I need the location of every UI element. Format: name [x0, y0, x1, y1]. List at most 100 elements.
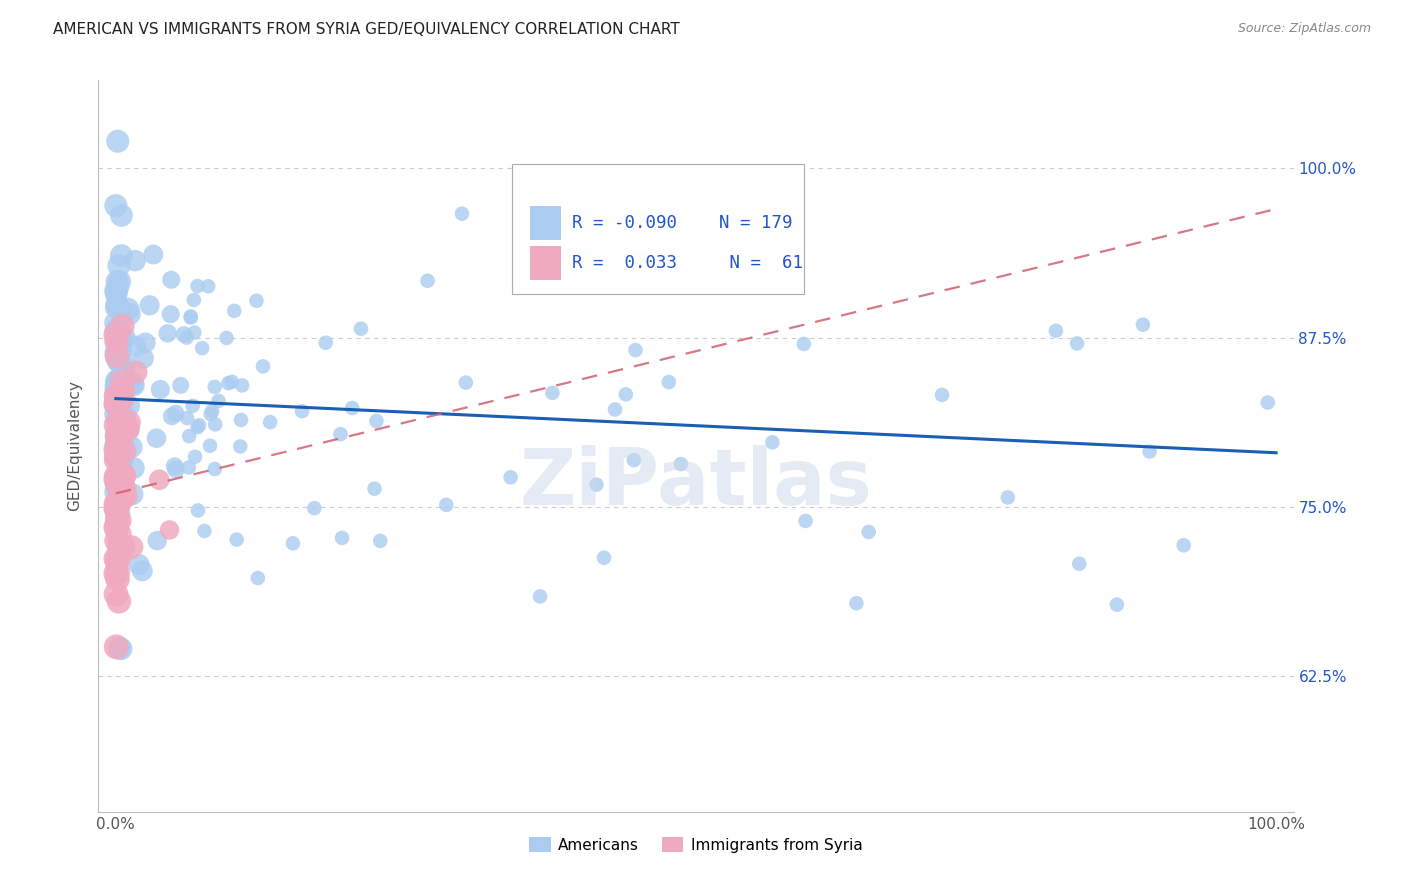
Point — [105, 345, 128, 359]
Point — [111, 437, 134, 451]
Point — [529, 590, 551, 604]
Point — [104, 442, 127, 457]
Point — [107, 479, 129, 493]
Point — [181, 399, 204, 413]
Point — [105, 397, 128, 411]
Point — [246, 571, 269, 585]
Point — [114, 489, 136, 503]
Point — [112, 468, 135, 483]
Point — [108, 425, 131, 440]
Point — [156, 326, 179, 341]
Point — [105, 497, 128, 511]
Point — [124, 253, 146, 268]
Point — [761, 435, 783, 450]
Point — [105, 285, 128, 300]
Point — [148, 473, 170, 487]
Point — [105, 427, 128, 442]
Point — [110, 413, 132, 427]
Point — [180, 310, 202, 324]
Point — [107, 343, 129, 358]
Point — [669, 457, 692, 471]
Point — [105, 390, 128, 404]
Point — [499, 470, 522, 484]
Point — [107, 375, 129, 389]
Point — [107, 541, 129, 556]
Point — [108, 497, 131, 511]
Point — [107, 353, 129, 368]
Point — [204, 417, 226, 432]
Point — [124, 339, 146, 353]
Point — [110, 385, 132, 400]
Point — [416, 274, 439, 288]
Point — [107, 326, 129, 340]
Point — [368, 533, 391, 548]
Point — [107, 321, 129, 335]
Point — [165, 462, 187, 476]
Point — [105, 453, 128, 467]
Point — [105, 334, 128, 349]
Point — [105, 374, 128, 388]
Point — [363, 482, 385, 496]
Point — [110, 449, 132, 463]
Point — [366, 414, 388, 428]
Point — [105, 350, 128, 364]
Point — [179, 429, 201, 443]
Point — [104, 448, 127, 462]
Point — [105, 520, 128, 534]
Point — [231, 378, 253, 392]
Point — [281, 536, 304, 550]
Point — [110, 491, 132, 505]
Point — [245, 293, 267, 308]
Point — [217, 376, 239, 391]
Point — [593, 550, 616, 565]
Point — [146, 533, 169, 548]
Point — [207, 393, 229, 408]
Point — [603, 402, 626, 417]
Point — [315, 335, 337, 350]
Point — [108, 491, 131, 505]
Point — [112, 331, 135, 345]
Point — [215, 331, 238, 345]
Point — [112, 363, 135, 377]
Point — [122, 461, 145, 475]
Point — [107, 572, 129, 586]
Text: Source: ZipAtlas.com: Source: ZipAtlas.com — [1237, 22, 1371, 36]
Point — [108, 423, 131, 437]
Point — [128, 558, 150, 572]
Point — [104, 473, 127, 487]
Point — [117, 423, 139, 437]
Point — [111, 452, 134, 467]
Text: AMERICAN VS IMMIGRANTS FROM SYRIA GED/EQUIVALENCY CORRELATION CHART: AMERICAN VS IMMIGRANTS FROM SYRIA GED/EQ… — [53, 22, 681, 37]
Point — [108, 641, 131, 656]
Point — [110, 446, 132, 460]
Point — [149, 383, 172, 397]
Point — [229, 413, 252, 427]
Point — [108, 537, 131, 551]
Point — [111, 453, 134, 467]
Point — [108, 434, 131, 448]
Point — [786, 252, 808, 266]
Point — [541, 385, 564, 400]
Point — [105, 449, 128, 463]
Point — [180, 310, 202, 325]
Point — [107, 379, 129, 393]
Point — [108, 390, 131, 404]
Point — [108, 400, 131, 414]
Point — [145, 431, 167, 445]
Point — [624, 343, 647, 358]
Point — [108, 527, 131, 541]
Point — [118, 399, 141, 413]
Point — [118, 416, 141, 430]
Point — [105, 417, 128, 432]
Point — [159, 307, 181, 321]
Point — [793, 337, 815, 351]
Point — [131, 564, 153, 578]
Point — [1045, 324, 1067, 338]
Point — [1066, 336, 1088, 351]
Point — [224, 303, 246, 318]
Point — [858, 524, 880, 539]
Legend: Americans, Immigrants from Syria: Americans, Immigrants from Syria — [523, 831, 869, 859]
Text: R = -0.090    N = 179: R = -0.090 N = 179 — [572, 214, 793, 232]
Point — [104, 485, 127, 500]
Point — [614, 387, 637, 401]
